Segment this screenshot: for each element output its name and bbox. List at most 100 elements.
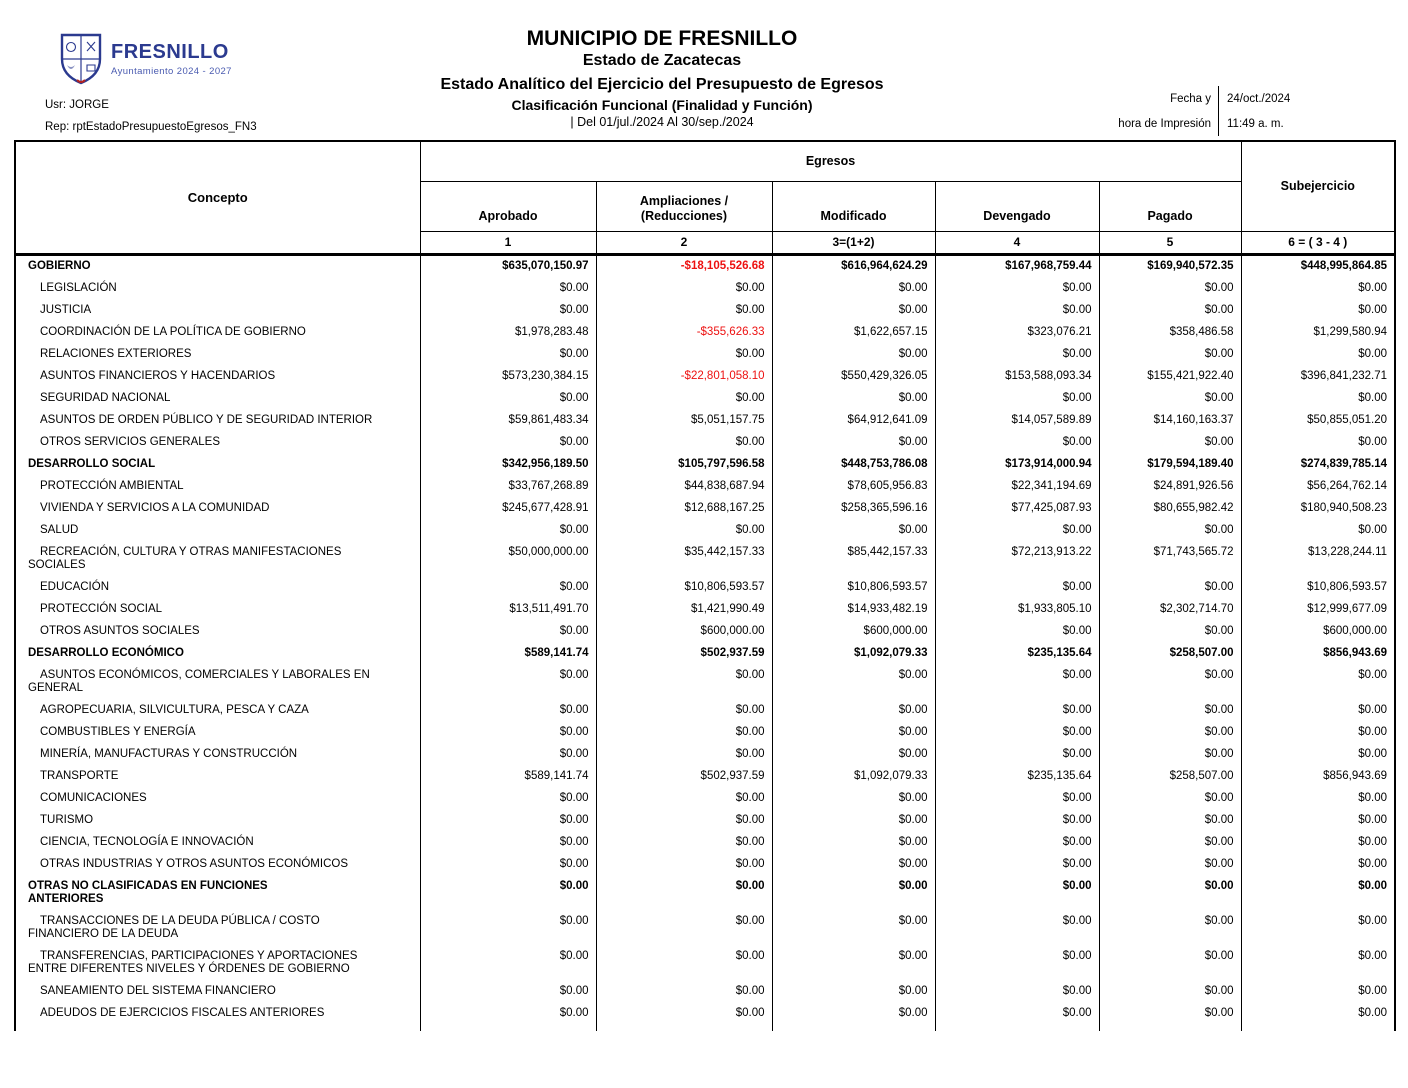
empty-cell xyxy=(595,1024,772,1031)
amount-cell: $167,968,759.44 xyxy=(934,254,1099,278)
amount-cell: $358,486.58 xyxy=(1098,321,1242,344)
table-row: OTROS ASUNTOS SOCIALES $0.00 $600,000.00 $6… xyxy=(15,620,1396,643)
concept-cell: COORDINACIÓN DE LA POLÍTICA DE GOBIERNO xyxy=(40,325,306,338)
amount-cell: $0.00 xyxy=(419,809,596,832)
amount-cell: $0.00 xyxy=(419,699,596,722)
column-header-modificado: Modificado xyxy=(771,181,935,232)
amount-cell: $0.00 xyxy=(934,831,1099,854)
amount-cell: $245,677,428.91 xyxy=(419,497,596,520)
amount-cell: $1,622,657.15 xyxy=(771,321,935,344)
table-row: JUSTICIA $0.00 $0.00 $0.00 $0.00 $0.00 $0.00 xyxy=(15,299,1396,322)
amount-cell: $0.00 xyxy=(1098,699,1242,722)
print-date-label: Fecha y xyxy=(1170,92,1211,105)
amount-cell: $0.00 xyxy=(595,1002,772,1025)
amount-cell: $0.00 xyxy=(1240,809,1396,832)
table-row: LEGISLACIÓN $0.00 $0.00 $0.00 $0.00 $0.00 $0.0… xyxy=(15,277,1396,300)
amount-cell: $396,841,232.71 xyxy=(1240,365,1396,388)
amount-cell: $0.00 xyxy=(595,743,772,766)
amount-cell: $0.00 xyxy=(1098,910,1242,946)
concept-cell: MINERÍA, MANUFACTURAS Y CONSTRUCCIÓN xyxy=(40,747,298,760)
amount-cell: $0.00 xyxy=(419,787,596,810)
amount-cell: $0.00 xyxy=(419,1002,596,1025)
amount-cell: $0.00 xyxy=(419,387,596,410)
amount-cell: $0.00 xyxy=(934,277,1099,300)
table-row: MINERÍA, MANUFACTURAS Y CONSTRUCCIÓN $0.0… xyxy=(15,743,1396,766)
amount-cell: $71,743,565.72 xyxy=(1098,541,1242,577)
amount-cell: $0.00 xyxy=(771,431,935,454)
amount-cell: $0.00 xyxy=(1098,299,1242,322)
amount-cell: $0.00 xyxy=(934,664,1099,700)
amount-cell: $0.00 xyxy=(419,853,596,876)
concept-cell: EDUCACIÓN xyxy=(40,580,110,593)
column-header-subejercicio: Subejercicio xyxy=(1240,141,1396,232)
amount-cell: $0.00 xyxy=(934,519,1099,542)
table-row: CIENCIA, TECNOLOGÍA E INNOVACIÓN $0.00 $0.… xyxy=(15,831,1396,854)
table-row: SANEAMIENTO DEL SISTEMA FINANCIERO $0.00 $… xyxy=(15,980,1396,1003)
amount-cell: $0.00 xyxy=(771,277,935,300)
table-row: ASUNTOS DE ORDEN PÚBLICO Y DE SEGURIDAD … xyxy=(15,409,1396,432)
amount-cell: $0.00 xyxy=(1098,519,1242,542)
column-number-5: 5 xyxy=(1098,231,1242,256)
empty-cell xyxy=(934,1024,1099,1031)
amount-cell: $616,964,624.29 xyxy=(771,254,935,278)
amount-cell: $12,688,167.25 xyxy=(595,497,772,520)
classification-title: Clasificación Funcional (Finalidad y Fun… xyxy=(511,97,813,113)
table-body: GOBIERNO $635,070,150.97 -$18,105,526.68 $6… xyxy=(15,254,1396,1031)
amount-cell: $0.00 xyxy=(419,721,596,744)
amount-cell: $153,588,093.34 xyxy=(934,365,1099,388)
amount-cell: $448,753,786.08 xyxy=(771,453,935,476)
table-row: COMUNICACIONES $0.00 $0.00 $0.00 $0.00 $0.00 $… xyxy=(15,787,1396,810)
amount-cell: $589,141.74 xyxy=(419,765,596,788)
concept-cell: OTRAS NO CLASIFICADAS EN FUNCIONES ANTER… xyxy=(28,879,268,905)
amount-cell: $78,605,956.83 xyxy=(771,475,935,498)
amount-cell: $80,655,982.42 xyxy=(1098,497,1242,520)
amount-cell: $0.00 xyxy=(595,664,772,700)
amount-cell: $600,000.00 xyxy=(595,620,772,643)
amount-cell: $0.00 xyxy=(419,910,596,946)
amount-cell: $0.00 xyxy=(419,743,596,766)
amount-cell: -$355,626.33 xyxy=(595,321,772,344)
amount-cell: -$22,801,058.10 xyxy=(595,365,772,388)
amount-cell: $0.00 xyxy=(1240,387,1396,410)
column-header-devengado: Devengado xyxy=(934,181,1099,232)
amount-cell: $0.00 xyxy=(419,945,596,981)
amount-cell: $0.00 xyxy=(1098,431,1242,454)
amount-cell: $0.00 xyxy=(595,875,772,911)
table-row: AGROPECUARIA, SILVICULTURA, PESCA Y CAZA… xyxy=(15,699,1396,722)
amount-cell: $0.00 xyxy=(771,387,935,410)
table-row: TRANSPORTE $589,141.74 $502,937.59 $1,092,0… xyxy=(15,765,1396,788)
amount-cell: $448,995,864.85 xyxy=(1240,254,1396,278)
municipality-logo: FRESNILLO Ayuntamiento 2024 - 2027 xyxy=(58,32,232,86)
empty-cell xyxy=(15,1025,420,1031)
table-row: RELACIONES EXTERIORES $0.00 $0.00 $0.00 $0.0… xyxy=(15,343,1396,366)
amount-cell: $0.00 xyxy=(595,910,772,946)
user-label: Usr: JORGE xyxy=(45,99,109,111)
concept-cell: ASUNTOS FINANCIEROS Y HACENDARIOS xyxy=(40,369,276,382)
table-row: EDUCACIÓN $0.00 $10,806,593.57 $10,806,593.… xyxy=(15,576,1396,599)
table-row: COORDINACIÓN DE LA POLÍTICA DE GOBIERNO $… xyxy=(15,321,1396,344)
amount-cell: $169,940,572.35 xyxy=(1098,254,1242,278)
amount-cell: $0.00 xyxy=(1098,1002,1242,1025)
amount-cell: $44,838,687.94 xyxy=(595,475,772,498)
amount-cell: $5,051,157.75 xyxy=(595,409,772,432)
amount-cell: $0.00 xyxy=(419,831,596,854)
amount-cell: $1,092,079.33 xyxy=(771,642,935,665)
amount-cell: $502,937.59 xyxy=(595,642,772,665)
amount-cell: $0.00 xyxy=(595,519,772,542)
amount-cell: $13,511,491.70 xyxy=(419,598,596,621)
amount-cell: $155,421,922.40 xyxy=(1098,365,1242,388)
amount-cell: $0.00 xyxy=(934,343,1099,366)
amount-cell: $0.00 xyxy=(1098,576,1242,599)
amount-cell: $0.00 xyxy=(1098,743,1242,766)
amount-cell: $0.00 xyxy=(771,910,935,946)
amount-cell: $1,421,990.49 xyxy=(595,598,772,621)
amount-cell: $0.00 xyxy=(1098,787,1242,810)
column-header-ampliaciones: Ampliaciones / (Reducciones) xyxy=(595,181,772,232)
amount-cell: $0.00 xyxy=(595,721,772,744)
amount-cell: $0.00 xyxy=(595,343,772,366)
amount-cell: $0.00 xyxy=(934,787,1099,810)
amount-cell: $0.00 xyxy=(1240,875,1396,911)
concept-cell: OTROS SERVICIOS GENERALES xyxy=(40,435,221,448)
print-date-value: 24/oct./2024 xyxy=(1227,92,1291,105)
amount-cell: $0.00 xyxy=(771,743,935,766)
